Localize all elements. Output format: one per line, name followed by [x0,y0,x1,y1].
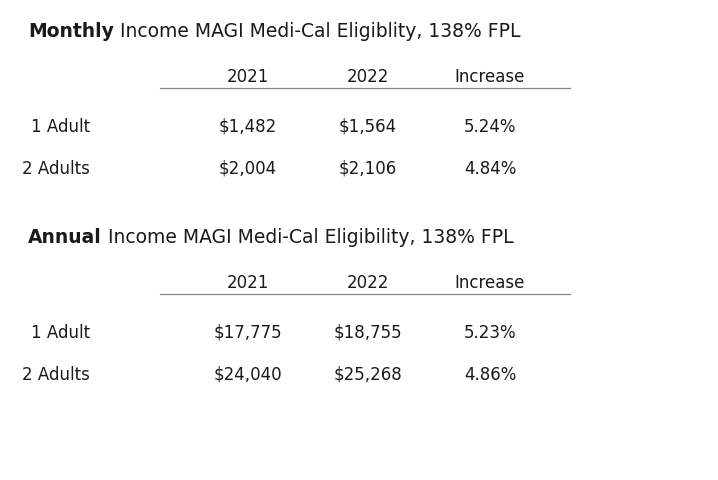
Text: 2021: 2021 [227,68,269,86]
Text: 2 Adults: 2 Adults [22,366,90,384]
Text: Income MAGI Medi-Cal Eligiblity, 138% FPL: Income MAGI Medi-Cal Eligiblity, 138% FP… [114,22,521,41]
Text: Increase: Increase [454,274,525,292]
Text: $1,564: $1,564 [339,118,397,136]
Text: Monthly: Monthly [28,22,114,41]
Text: 5.24%: 5.24% [464,118,516,136]
Text: Annual: Annual [28,228,102,247]
Text: 1 Adult: 1 Adult [31,324,90,342]
Text: 5.23%: 5.23% [464,324,516,342]
Text: 2022: 2022 [347,274,389,292]
Text: $17,775: $17,775 [214,324,282,342]
Text: Income MAGI Medi-Cal Eligibility, 138% FPL: Income MAGI Medi-Cal Eligibility, 138% F… [102,228,513,247]
Text: $25,268: $25,268 [334,366,402,384]
Text: 1 Adult: 1 Adult [31,118,90,136]
Text: $18,755: $18,755 [334,324,402,342]
Text: Increase: Increase [454,68,525,86]
Text: 2 Adults: 2 Adults [22,160,90,178]
Text: 4.84%: 4.84% [464,160,516,178]
Text: 2021: 2021 [227,274,269,292]
Text: $2,106: $2,106 [339,160,397,178]
Text: $1,482: $1,482 [219,118,277,136]
Text: $2,004: $2,004 [219,160,277,178]
Text: 4.86%: 4.86% [464,366,516,384]
Text: $24,040: $24,040 [214,366,282,384]
Text: 2022: 2022 [347,68,389,86]
